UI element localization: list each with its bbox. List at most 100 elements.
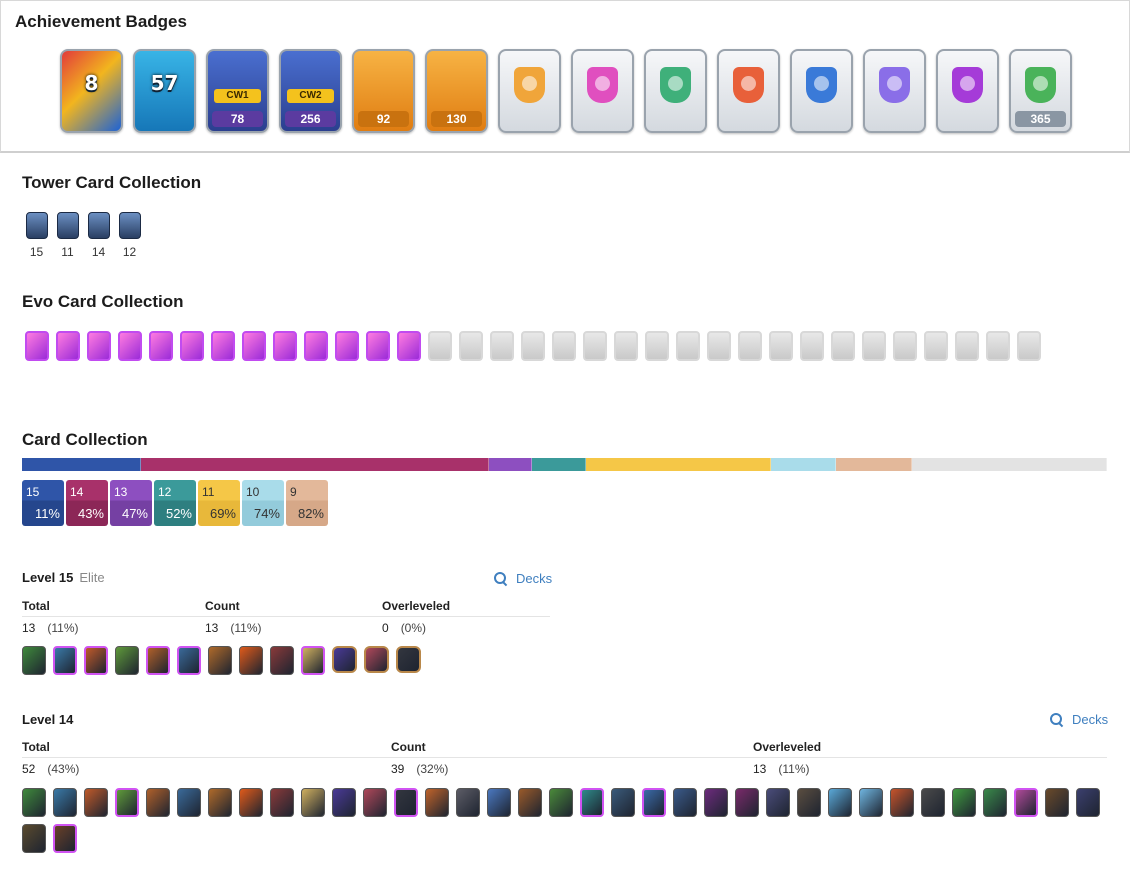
evo-card-locked[interactable] — [924, 331, 948, 361]
tower-card[interactable]: 12 — [118, 212, 141, 259]
evo-card-locked[interactable] — [769, 331, 793, 361]
evo-card-locked[interactable] — [986, 331, 1010, 361]
card-icon[interactable] — [332, 646, 357, 673]
tower-card[interactable]: 11 — [56, 212, 79, 259]
evo-card-owned[interactable] — [87, 331, 111, 361]
evo-card-locked[interactable] — [955, 331, 979, 361]
card-icon[interactable] — [115, 646, 139, 675]
card-icon[interactable] — [456, 788, 480, 817]
level-box-13[interactable]: 13 47% — [110, 480, 152, 526]
level-box-15[interactable]: 15 11% — [22, 480, 64, 526]
card-icon[interactable] — [270, 646, 294, 675]
mastery-badge-5[interactable] — [790, 49, 853, 133]
evo-card-owned[interactable] — [180, 331, 204, 361]
evo-card-owned[interactable] — [304, 331, 328, 361]
card-icon[interactable] — [921, 788, 945, 817]
level-15-decks-link[interactable]: Decks — [494, 571, 552, 586]
card-icon[interactable] — [22, 824, 46, 853]
level-box-12[interactable]: 12 52% — [154, 480, 196, 526]
card-icon[interactable] — [22, 646, 46, 675]
evo-card-locked[interactable] — [707, 331, 731, 361]
card-icon[interactable] — [177, 646, 201, 675]
card-icon[interactable] — [239, 646, 263, 675]
card-icon[interactable] — [394, 788, 418, 817]
mastery-badge-7[interactable] — [936, 49, 999, 133]
card-icon[interactable] — [84, 788, 108, 817]
level-box-11[interactable]: 11 69% — [198, 480, 240, 526]
evo-card-locked[interactable] — [583, 331, 607, 361]
evo-card-owned[interactable] — [118, 331, 142, 361]
collection-badge[interactable]: 365 — [1009, 49, 1072, 133]
evo-card-owned[interactable] — [56, 331, 80, 361]
card-icon[interactable] — [673, 788, 697, 817]
evo-card-owned[interactable] — [149, 331, 173, 361]
card-icon[interactable] — [828, 788, 852, 817]
crown-badge[interactable]: 130 — [425, 49, 488, 133]
evo-card-locked[interactable] — [738, 331, 762, 361]
card-icon[interactable] — [177, 788, 201, 817]
evo-card-owned[interactable] — [211, 331, 235, 361]
cards-badge[interactable]: 92 — [352, 49, 415, 133]
card-icon[interactable] — [580, 788, 604, 817]
evo-card-owned[interactable] — [273, 331, 297, 361]
card-icon[interactable] — [1076, 788, 1100, 817]
card-icon[interactable] — [22, 788, 46, 817]
card-icon[interactable] — [53, 824, 77, 853]
card-icon[interactable] — [364, 646, 389, 673]
evo-card-locked[interactable] — [800, 331, 824, 361]
tower-card[interactable]: 15 — [25, 212, 48, 259]
level-box-14[interactable]: 14 43% — [66, 480, 108, 526]
evo-card-locked[interactable] — [459, 331, 483, 361]
card-icon[interactable] — [735, 788, 759, 817]
evo-card-owned[interactable] — [366, 331, 390, 361]
evo-card-locked[interactable] — [490, 331, 514, 361]
card-icon[interactable] — [332, 788, 356, 817]
card-icon[interactable] — [53, 646, 77, 675]
card-icon[interactable] — [146, 646, 170, 675]
card-icon[interactable] — [890, 788, 914, 817]
card-icon[interactable] — [115, 788, 139, 817]
card-icon[interactable] — [487, 788, 511, 817]
card-icon[interactable] — [270, 788, 294, 817]
evo-card-locked[interactable] — [676, 331, 700, 361]
card-icon[interactable] — [208, 646, 232, 675]
card-icon[interactable] — [952, 788, 976, 817]
mastery-badge-3[interactable] — [644, 49, 707, 133]
card-icon[interactable] — [396, 646, 421, 673]
card-icon[interactable] — [704, 788, 728, 817]
mastery-badge-2[interactable] — [571, 49, 634, 133]
evo-card-owned[interactable] — [242, 331, 266, 361]
card-icon[interactable] — [239, 788, 263, 817]
card-icon[interactable] — [425, 788, 449, 817]
card-icon[interactable] — [301, 788, 325, 817]
cw1-badge[interactable]: CW1 78 — [206, 49, 269, 133]
card-icon[interactable] — [84, 646, 108, 675]
evo-card-owned[interactable] — [25, 331, 49, 361]
evo-card-locked[interactable] — [428, 331, 452, 361]
years-played-badge[interactable]: 8 — [60, 49, 123, 133]
evo-card-locked[interactable] — [1017, 331, 1041, 361]
evo-card-locked[interactable] — [831, 331, 855, 361]
card-icon[interactable] — [859, 788, 883, 817]
card-icon[interactable] — [363, 788, 387, 817]
mastery-badge-6[interactable] — [863, 49, 926, 133]
evo-card-locked[interactable] — [552, 331, 576, 361]
mastery-badge-1[interactable] — [498, 49, 561, 133]
level-box-9[interactable]: 9 82% — [286, 480, 328, 526]
tower-card[interactable]: 14 — [87, 212, 110, 259]
card-icon[interactable] — [1014, 788, 1038, 817]
card-icon[interactable] — [518, 788, 542, 817]
card-icon[interactable] — [146, 788, 170, 817]
card-icon[interactable] — [797, 788, 821, 817]
evo-card-owned[interactable] — [335, 331, 359, 361]
card-icon[interactable] — [549, 788, 573, 817]
level-box-10[interactable]: 10 74% — [242, 480, 284, 526]
evo-card-locked[interactable] — [645, 331, 669, 361]
card-icon[interactable] — [642, 788, 666, 817]
cw2-badge[interactable]: CW2 256 — [279, 49, 342, 133]
card-icon[interactable] — [766, 788, 790, 817]
card-icon[interactable] — [301, 646, 325, 675]
card-icon[interactable] — [208, 788, 232, 817]
card-icon[interactable] — [53, 788, 77, 817]
evo-card-locked[interactable] — [893, 331, 917, 361]
